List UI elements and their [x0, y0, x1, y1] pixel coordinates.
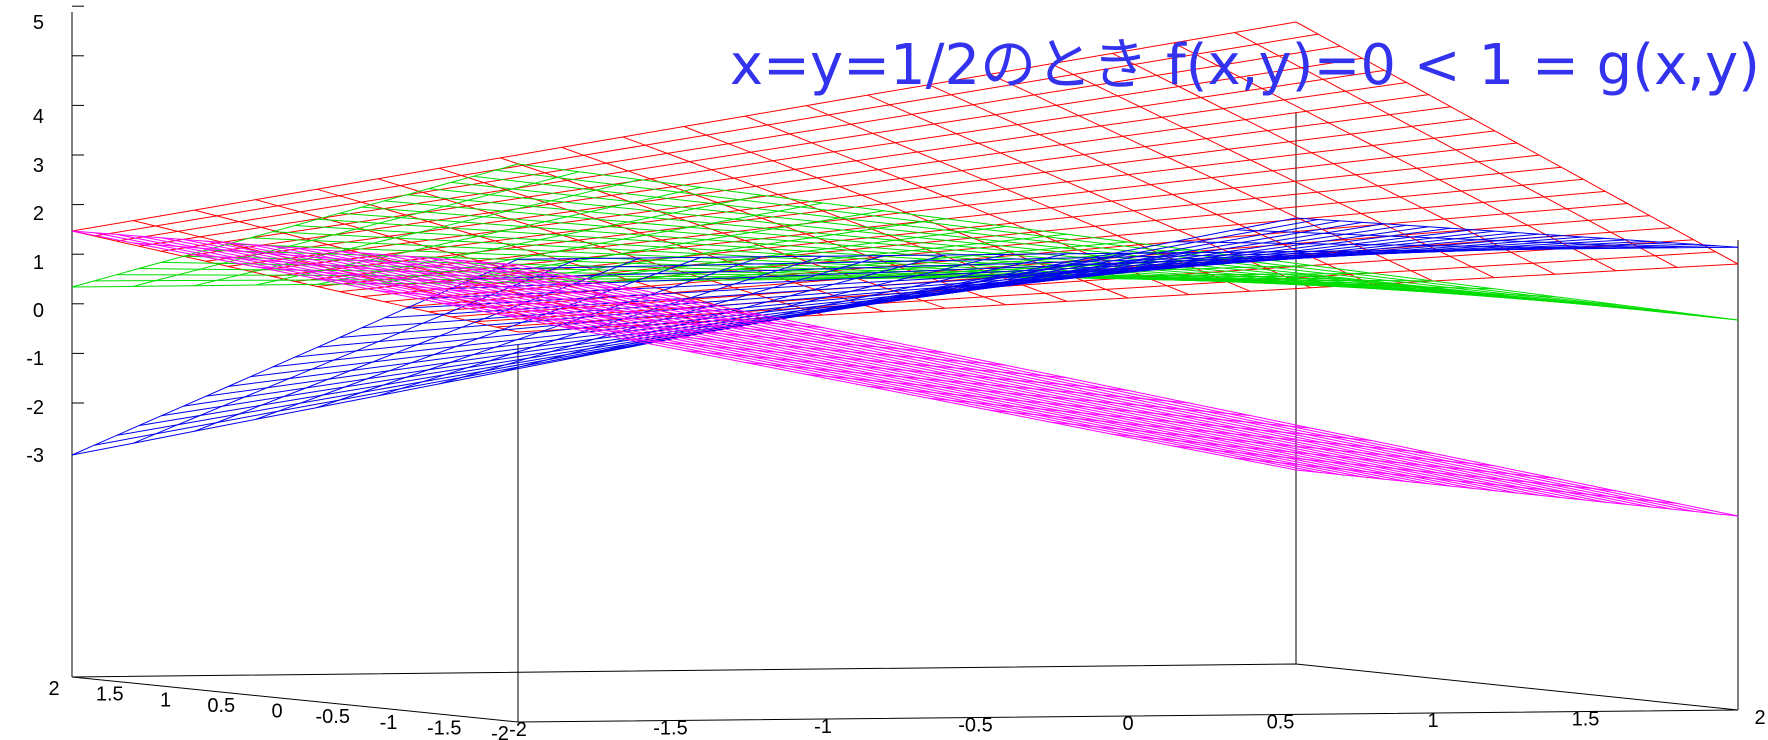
y-tick-label: -1 [380, 712, 398, 734]
x-tick-label: 0 [1122, 713, 1133, 735]
mesh-line [250, 118, 1473, 272]
x-tick-label: -0.5 [958, 715, 992, 737]
y-tick-label: 1.5 [96, 684, 124, 706]
mesh-line [294, 142, 1518, 282]
mesh-line [94, 33, 1319, 237]
z-tick-label: 1 [33, 252, 44, 274]
mesh-line [517, 163, 1739, 321]
x-tick-label: 0.5 [1267, 712, 1295, 734]
z-tick-label: 0 [33, 300, 44, 322]
mesh-line [183, 239, 1407, 482]
surfaces [71, 21, 1739, 517]
mesh-line [294, 247, 1518, 494]
mesh-line [228, 242, 1451, 487]
mesh-line [339, 166, 1562, 293]
x-tick-label: -1 [814, 716, 832, 738]
z-tick-label: 4 [33, 106, 44, 128]
mesh-line [71, 230, 1297, 471]
mesh-line [473, 260, 1694, 512]
chart-annotation: x=y=1/2のとき f(x,y)=0 < 1 = g(x,y) [730, 33, 1760, 98]
z-tick-label: 3 [33, 155, 44, 177]
mesh-line [138, 57, 1363, 247]
z-tick-label: 2 [33, 203, 44, 225]
z-tick-label: -2 [26, 397, 44, 419]
y-tick-label: 2 [48, 678, 59, 700]
mesh-line [183, 82, 1407, 257]
mesh-line [161, 237, 1385, 480]
mesh-line [406, 194, 1628, 309]
mesh-line [205, 94, 1429, 262]
x-tick-label: 1.5 [1572, 709, 1600, 731]
x-tick-label: -1.5 [653, 718, 687, 740]
mesh-line [71, 21, 1297, 232]
z-tick-label: 5 [33, 12, 44, 34]
mesh-line [205, 240, 1429, 485]
y-tick-label: 0.5 [207, 695, 235, 717]
mesh-line [138, 235, 1363, 478]
mesh-line [428, 257, 1650, 508]
y-tick-label: -2 [491, 723, 509, 740]
mesh-line [384, 254, 1606, 503]
mesh-line [428, 188, 1650, 312]
mesh-line [339, 212, 1562, 303]
y-tick-label: -1.5 [427, 717, 461, 739]
mesh-line [339, 250, 1562, 499]
x-tick-label: 1 [1427, 710, 1438, 732]
mesh-line [473, 175, 1694, 316]
mesh-line [451, 181, 1672, 314]
mesh-line [272, 245, 1495, 492]
mesh-line [94, 232, 1319, 473]
mesh-line [361, 252, 1584, 501]
mesh-line [161, 69, 1385, 252]
mesh-line [361, 206, 1584, 305]
mesh-line [116, 233, 1341, 476]
mesh-line [495, 169, 1716, 319]
mesh-line [450, 259, 1672, 510]
mesh-line [384, 200, 1606, 307]
z-tick-label: -3 [26, 445, 44, 467]
y-tick-label: 0 [271, 701, 282, 723]
mesh-line [517, 264, 1739, 517]
x-tick-label: -2 [509, 719, 527, 740]
surface-series [71, 230, 1739, 517]
axis-box [71, 5, 1739, 723]
mesh-line [517, 246, 1739, 260]
z-tick-label: -1 [26, 348, 44, 370]
tick-labels: -3 -2 -1 0 1 2 3 4 5 -2 -1.5 -1 -0.5 0 0.5 1 1.5 2 2 1.5 1 0.… [26, 12, 1765, 740]
y-tick-label: 1 [160, 689, 171, 711]
mesh-line [495, 251, 1716, 328]
mesh-line [250, 244, 1473, 489]
mesh-line [406, 255, 1628, 505]
y-tick-label: -0.5 [316, 706, 350, 728]
mesh-line [116, 45, 1341, 242]
x-tick-label: 2 [1754, 707, 1765, 729]
mesh-line [317, 249, 1540, 496]
mesh-line [495, 262, 1717, 515]
